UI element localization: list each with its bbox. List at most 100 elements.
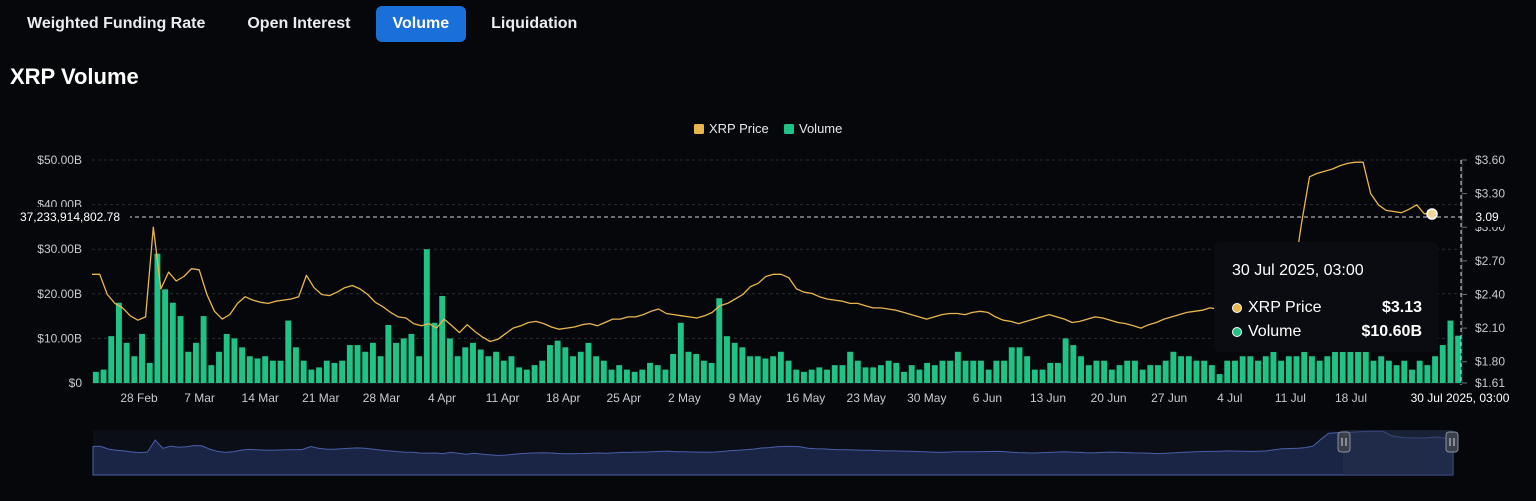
volume-bar: [1139, 369, 1146, 383]
volume-bar: [1393, 365, 1400, 383]
page-title: XRP Volume: [10, 64, 139, 89]
volume-bar: [154, 253, 161, 383]
volume-bar: [670, 354, 677, 383]
legend-label-price[interactable]: XRP Price: [709, 121, 769, 136]
legend-swatch-price[interactable]: [694, 124, 704, 134]
crosshair-right-label-bg: [1472, 207, 1504, 227]
left-tick-label: $30.00B: [37, 242, 82, 256]
volume-bar: [854, 360, 861, 383]
volume-bar: [1324, 356, 1331, 383]
volume-bar: [1078, 356, 1084, 383]
volume-bar: [308, 369, 315, 383]
volume-bar: [393, 342, 399, 383]
right-axis-labels: $1.61$1.80$2.10$2.40$2.70$3.00$3.30$3.60: [1461, 153, 1505, 390]
volume-bar: [978, 360, 984, 383]
left-tick-label: $10.00B: [37, 331, 82, 345]
volume-bar: [647, 362, 653, 383]
volume-bars: [92, 249, 1462, 383]
volume-bar: [1424, 365, 1431, 383]
volume-bar: [1101, 360, 1108, 383]
volume-bar: [285, 320, 292, 383]
tooltip-dot-volume: [1232, 327, 1242, 337]
crosshair-price-marker: [1426, 208, 1438, 220]
volume-bar: [862, 367, 869, 383]
volume-bar: [216, 351, 222, 383]
volume-price-chart[interactable]: XRP Price Volume $0 $10.00B $20.00B $30.00B…: [0, 100, 1536, 501]
volume-bar: [554, 340, 561, 383]
range-navigator[interactable]: [92, 430, 1459, 476]
volume-bar: [1347, 351, 1354, 383]
volume-bar: [1278, 360, 1285, 383]
price-line-group: [92, 161, 1433, 343]
tab-weighted-funding-rate[interactable]: Weighted Funding Rate: [27, 15, 206, 32]
tab-volume[interactable]: Volume: [375, 6, 467, 42]
legend-label-volume[interactable]: Volume: [799, 121, 842, 136]
volume-bar: [770, 356, 777, 383]
volume-bar: [562, 347, 569, 383]
volume-bar: [115, 302, 122, 383]
x-tick-label: 9 May: [729, 391, 762, 405]
volume-bar: [708, 362, 715, 383]
volume-bar: [739, 347, 746, 383]
volume-bar: [131, 356, 138, 383]
volume-bar: [177, 316, 184, 383]
volume-bar: [508, 356, 515, 383]
volume-bar: [685, 351, 692, 383]
volume-bar: [570, 356, 576, 383]
volume-bar: [831, 365, 838, 383]
volume-bar: [1031, 369, 1038, 383]
volume-bar: [1409, 369, 1415, 383]
volume-bar: [331, 362, 338, 383]
volume-bar: [754, 356, 761, 383]
x-tick-label: 18 Jul: [1335, 391, 1367, 405]
crosshair-x-label-bg: [1401, 388, 1521, 408]
volume-bar: [192, 342, 199, 383]
legend-swatch-volume[interactable]: [784, 124, 794, 134]
volume-bar: [1416, 360, 1423, 383]
volume-bar: [839, 365, 846, 383]
volume-bar: [1262, 356, 1269, 383]
tooltip-label-price: XRP Price: [1248, 299, 1322, 316]
price-line: [92, 161, 1433, 343]
right-tick-label: $2.70: [1475, 254, 1505, 268]
volume-bar: [1162, 360, 1169, 383]
volume-bar: [700, 360, 707, 383]
volume-bar: [146, 362, 153, 383]
x-tick-label: 2 May: [668, 391, 701, 405]
volume-bar: [516, 367, 523, 383]
tooltip-dot-price: [1232, 303, 1242, 313]
right-tick-label: $1.61: [1475, 376, 1505, 390]
x-tick-label: 6 Jun: [973, 391, 1002, 405]
volume-bar: [1193, 360, 1200, 383]
x-tick-label: 7 Mar: [184, 391, 215, 405]
volume-bar: [724, 336, 730, 383]
navigator-left-handle[interactable]: [1337, 431, 1351, 453]
volume-bar: [246, 356, 253, 383]
volume-bar: [939, 360, 946, 383]
volume-bar: [439, 296, 446, 383]
volume-bar: [931, 365, 938, 383]
volume-bar: [108, 336, 115, 383]
volume-bar: [1293, 356, 1300, 383]
volume-bar: [416, 356, 423, 383]
x-tick-label: 13 Jun: [1030, 391, 1066, 405]
volume-bar: [239, 347, 246, 383]
tab-open-interest[interactable]: Open Interest: [247, 15, 351, 32]
crosshair-left-value: 37,233,914,802.78: [20, 210, 120, 224]
volume-bar: [208, 365, 215, 383]
volume-bar: [162, 289, 169, 383]
volume-bar: [693, 354, 700, 383]
tab-liquidation[interactable]: Liquidation: [491, 15, 578, 32]
volume-bar: [1070, 345, 1077, 383]
navigator-selected-range[interactable]: [1343, 430, 1453, 475]
volume-bar: [1001, 360, 1007, 383]
volume-bar: [477, 349, 484, 383]
volume-bar: [1178, 356, 1185, 383]
volume-bar: [1378, 356, 1385, 383]
volume-bar: [400, 338, 407, 383]
volume-bar: [200, 316, 207, 383]
volume-bar: [123, 342, 130, 383]
navigator-right-handle[interactable]: [1445, 431, 1459, 453]
left-axis-labels: $0$10.00B$20.00B$30.00B$40.00B$50.00B: [37, 153, 82, 390]
volume-bar: [1339, 351, 1346, 383]
